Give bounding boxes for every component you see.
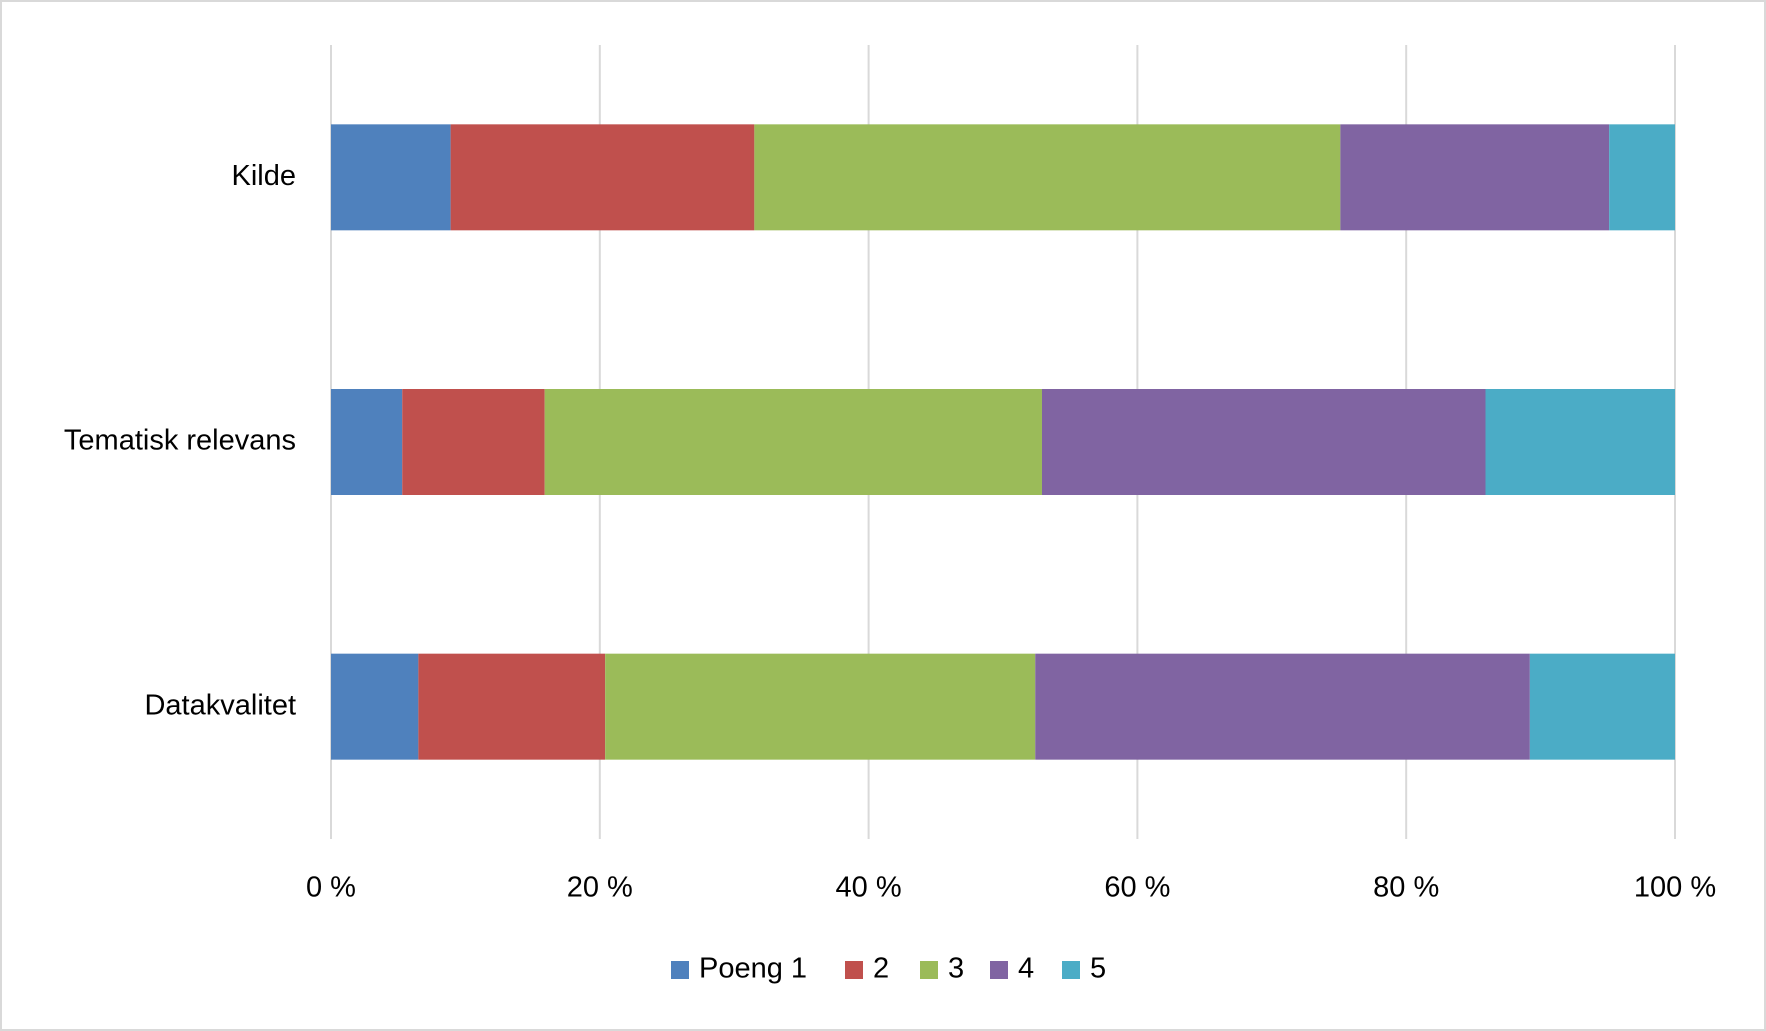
bar-segment <box>1340 124 1610 231</box>
bar-segment <box>544 389 1042 495</box>
bar-segment <box>450 124 755 231</box>
bar-segment <box>418 653 606 760</box>
legend-swatch <box>671 961 689 979</box>
legend-swatch <box>1062 961 1080 979</box>
legend-swatch <box>845 961 863 979</box>
y-tick-label: Datakvalitet <box>144 689 296 721</box>
bar-segment <box>754 124 1341 231</box>
x-tick-label: 20 % <box>567 872 633 904</box>
legend-label: 3 <box>948 953 964 985</box>
x-tick-label: 40 % <box>836 872 902 904</box>
x-tick-label: 100 % <box>1634 872 1716 904</box>
x-tick-label: 80 % <box>1373 872 1439 904</box>
legend-label: Poeng 1 <box>699 953 807 985</box>
bar-segment <box>1609 124 1675 231</box>
bar-segment <box>402 389 545 495</box>
y-tick-label: Kilde <box>232 160 297 192</box>
bar-segment <box>331 124 451 231</box>
x-tick-label: 60 % <box>1104 872 1170 904</box>
bar-segment <box>1529 653 1675 760</box>
legend-swatch <box>920 961 938 979</box>
bar-segment <box>331 389 403 495</box>
bar-segment <box>1485 389 1675 495</box>
bar-segment <box>331 653 419 760</box>
bar-segment <box>1035 653 1530 760</box>
bar-segment <box>1041 389 1486 495</box>
legend-swatch <box>990 961 1008 979</box>
legend-label: 4 <box>1018 953 1034 985</box>
y-tick-label: Tematisk relevans <box>64 425 296 457</box>
bar-segment <box>605 653 1036 760</box>
legend-label: 5 <box>1090 953 1106 985</box>
x-tick-label: 0 % <box>306 872 356 904</box>
legend-label: 2 <box>873 953 889 985</box>
